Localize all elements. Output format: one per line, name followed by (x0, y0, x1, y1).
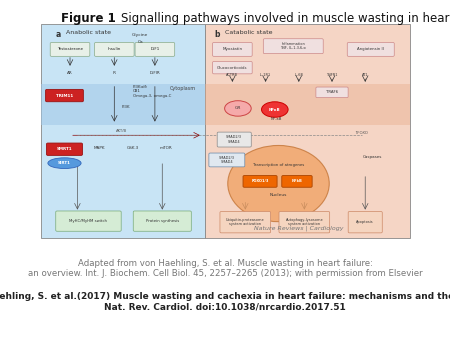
Text: Glycine: Glycine (132, 33, 148, 37)
Ellipse shape (225, 101, 251, 116)
Text: TRIM11: TRIM11 (56, 94, 73, 98)
Text: IL-1R1: IL-1R1 (260, 73, 271, 77)
Text: Adapted from von Haehling, S. et al. Muscle wasting in heart failure:: Adapted from von Haehling, S. et al. Mus… (77, 259, 373, 268)
Text: Nat. Rev. Cardiol. doi:10.1038/nrcardio.2017.51: Nat. Rev. Cardiol. doi:10.1038/nrcardio.… (104, 303, 346, 312)
Text: Protein synthesis: Protein synthesis (146, 219, 179, 223)
FancyBboxPatch shape (45, 89, 83, 102)
Text: GSK-3: GSK-3 (126, 146, 139, 150)
FancyBboxPatch shape (347, 43, 394, 56)
Text: GR: GR (235, 106, 241, 111)
Text: Transcription of atrogenes: Transcription of atrogenes (253, 163, 304, 167)
Text: Angiotensin II: Angiotensin II (357, 47, 384, 51)
Text: Anabolic state: Anabolic state (66, 30, 111, 35)
FancyBboxPatch shape (282, 175, 312, 187)
FancyBboxPatch shape (46, 143, 82, 155)
Text: IL-6R: IL-6R (294, 73, 303, 77)
FancyBboxPatch shape (209, 153, 245, 167)
Text: Ca: Ca (137, 40, 143, 44)
Text: IGF1: IGF1 (150, 47, 159, 51)
Text: ↑FOXO: ↑FOXO (355, 131, 369, 135)
Text: AKT/B: AKT/B (116, 129, 127, 133)
FancyBboxPatch shape (348, 212, 382, 233)
Text: Inflammation
TNF, IL-1,3,6,α: Inflammation TNF, IL-1,3,6,α (280, 42, 306, 50)
Text: PI3Kα/δ
CB1
Omega-3, omega-C: PI3Kα/δ CB1 Omega-3, omega-C (133, 84, 171, 98)
Text: SMRT1: SMRT1 (57, 147, 72, 151)
Text: TRAF6: TRAF6 (326, 90, 338, 94)
FancyBboxPatch shape (50, 43, 90, 56)
Text: Signalling pathways involved in muscle wasting in heart failure: Signalling pathways involved in muscle w… (121, 12, 450, 25)
Text: PI3K: PI3K (122, 105, 130, 110)
Text: AR: AR (67, 71, 73, 75)
Text: SIRT1: SIRT1 (58, 161, 71, 165)
Text: Cytoplasm: Cytoplasm (170, 86, 196, 91)
Text: SMAD2/3
SMAD4: SMAD2/3 SMAD4 (226, 135, 242, 144)
Text: a: a (55, 30, 60, 39)
Text: FOXO1/3: FOXO1/3 (252, 179, 269, 184)
Text: MyHC/MyHM switch: MyHC/MyHM switch (69, 219, 108, 223)
Bar (40, 24, 205, 238)
Text: Ubiquitin-proteasome
system activation: Ubiquitin-proteasome system activation (226, 218, 265, 226)
FancyBboxPatch shape (212, 62, 252, 74)
Ellipse shape (48, 158, 81, 169)
Text: Caspases: Caspases (363, 155, 382, 159)
FancyBboxPatch shape (133, 211, 191, 231)
Text: AT1: AT1 (362, 73, 369, 77)
Text: NFκB: NFκB (269, 107, 281, 112)
Ellipse shape (228, 145, 329, 222)
Text: mTOR: mTOR (160, 146, 172, 150)
Text: Figure 1: Figure 1 (61, 12, 116, 25)
Text: NFkB: NFkB (292, 179, 302, 184)
FancyBboxPatch shape (220, 212, 270, 233)
FancyBboxPatch shape (56, 211, 121, 231)
FancyBboxPatch shape (243, 175, 277, 187)
FancyBboxPatch shape (279, 212, 330, 233)
FancyBboxPatch shape (94, 43, 134, 56)
Text: MAPK: MAPK (94, 146, 105, 150)
Text: Testosterone: Testosterone (57, 47, 83, 51)
FancyBboxPatch shape (212, 43, 252, 56)
Text: an overview. Int. J. Biochem. Cell Biol. 45, 2257–2265 (2013); with permission f: an overview. Int. J. Biochem. Cell Biol.… (28, 269, 422, 278)
Bar (205, 24, 410, 238)
FancyBboxPatch shape (135, 43, 175, 56)
Text: Autophagy-lysosome
system activation: Autophagy-lysosome system activation (285, 218, 323, 226)
FancyBboxPatch shape (316, 87, 348, 98)
Text: NF-κB: NF-κB (271, 117, 282, 121)
Ellipse shape (261, 102, 288, 117)
Bar (40, 84, 205, 124)
Text: b: b (214, 30, 220, 39)
Text: Insulin: Insulin (108, 47, 121, 51)
Text: Nature Reviews | Cardiology: Nature Reviews | Cardiology (254, 225, 343, 231)
Text: ACTRB: ACTRB (226, 73, 238, 77)
Text: Apoptosis: Apoptosis (356, 220, 374, 224)
FancyBboxPatch shape (263, 39, 323, 54)
Bar (205, 84, 410, 124)
Text: Catabolic state: Catabolic state (225, 30, 273, 35)
Text: SMAD2/3
SMAD4: SMAD2/3 SMAD4 (219, 156, 235, 164)
Text: Myostatin: Myostatin (222, 47, 243, 51)
FancyBboxPatch shape (217, 132, 251, 147)
Text: IR: IR (112, 71, 116, 75)
Text: Glucocorticoids: Glucocorticoids (217, 66, 248, 70)
Text: von Haehling, S. et al.(2017) Muscle wasting and cachexia in heart failure: mech: von Haehling, S. et al.(2017) Muscle was… (0, 292, 450, 301)
Text: TNFR1: TNFR1 (326, 73, 338, 77)
Text: IGFIR: IGFIR (149, 71, 160, 75)
Text: Nucleus: Nucleus (270, 193, 287, 197)
